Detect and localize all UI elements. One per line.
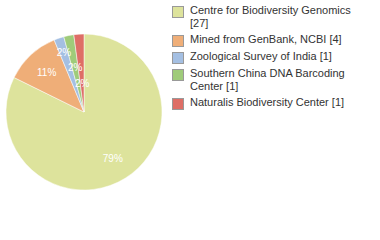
html-text:Zoological Survey of India [1]: Zoological Survey of India [1] bbox=[190, 50, 332, 62]
svg-text:2%: 2% bbox=[68, 62, 83, 73]
html-text:Mined from GenBank, NCBI [4]: Mined from GenBank, NCBI [4] bbox=[190, 33, 342, 45]
html-text:Centre for Biodiversity Genomi: Centre for Biodiversity Genomics [27] bbox=[190, 4, 351, 29]
html-text:Naturalis Biodiversity Center: Naturalis Biodiversity Center [1] bbox=[190, 96, 345, 108]
svg-text:11%: 11% bbox=[37, 67, 56, 78]
svg-text:79%: 79% bbox=[103, 153, 123, 164]
html-text:Southern China DNA Barcoding C: Southern China DNA Barcoding Center [1] bbox=[190, 67, 345, 92]
svg-text:2%: 2% bbox=[57, 47, 72, 58]
svg-text:2%: 2% bbox=[75, 78, 90, 89]
